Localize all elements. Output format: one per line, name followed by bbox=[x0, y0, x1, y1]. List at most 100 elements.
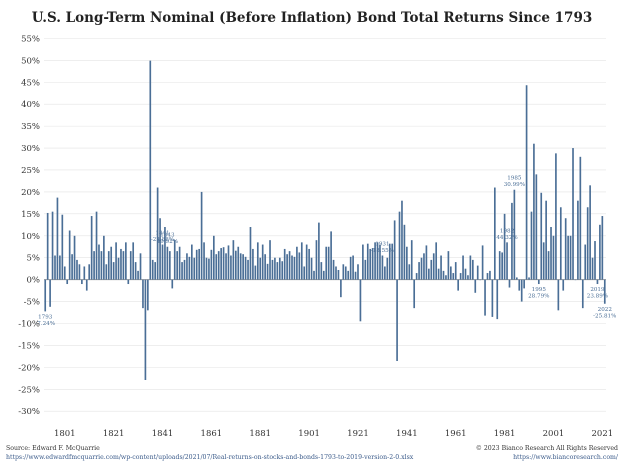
x-tick-label: 1901 bbox=[298, 429, 320, 439]
bar bbox=[386, 257, 389, 280]
bar bbox=[491, 279, 494, 317]
annotation-value: -7.24% bbox=[35, 321, 55, 327]
y-tick-label: -15% bbox=[18, 341, 40, 351]
bar bbox=[112, 262, 115, 280]
bar bbox=[591, 257, 594, 280]
annotation-value: 49.92% bbox=[157, 239, 178, 245]
bar bbox=[476, 265, 479, 280]
x-tick-label: 1961 bbox=[445, 429, 467, 439]
bars bbox=[44, 60, 606, 380]
bar bbox=[230, 255, 232, 280]
bar bbox=[489, 270, 491, 280]
bar bbox=[442, 270, 445, 280]
y-tick-label: 35% bbox=[21, 122, 40, 132]
y-tick-label: 25% bbox=[21, 166, 40, 176]
annotation-year: 1985 bbox=[507, 176, 522, 182]
bar bbox=[274, 257, 276, 280]
bar bbox=[322, 270, 325, 280]
bar bbox=[376, 242, 379, 280]
bar bbox=[525, 85, 528, 280]
bar bbox=[61, 214, 64, 280]
bar bbox=[401, 200, 403, 280]
bar bbox=[396, 279, 398, 362]
bar bbox=[132, 242, 135, 280]
bar bbox=[90, 216, 93, 280]
annotation-year: 2019 bbox=[590, 287, 605, 293]
bar bbox=[520, 279, 523, 302]
y-tick-label: 30% bbox=[21, 144, 40, 154]
bar bbox=[212, 235, 215, 280]
bar bbox=[278, 257, 281, 280]
x-tick-label: 1921 bbox=[347, 429, 369, 439]
y-tick-label: 10% bbox=[21, 232, 40, 242]
y-tick-label: 5% bbox=[27, 254, 41, 264]
bar bbox=[222, 247, 225, 280]
bar bbox=[359, 279, 362, 322]
annotation-year: 1995 bbox=[532, 287, 547, 293]
bar bbox=[432, 253, 435, 280]
annotation-year: 1841 bbox=[155, 231, 169, 237]
x-tick-label: 2021 bbox=[592, 429, 614, 439]
bar bbox=[173, 240, 176, 280]
bar bbox=[293, 256, 296, 280]
bar bbox=[308, 248, 310, 280]
bar bbox=[56, 197, 59, 280]
bar bbox=[217, 251, 220, 280]
bar bbox=[100, 251, 103, 280]
copyright-link[interactable]: https://www.biancoresearch.com/ bbox=[513, 454, 619, 461]
bar bbox=[474, 279, 477, 293]
bar bbox=[318, 222, 320, 280]
bar bbox=[564, 218, 567, 280]
bar bbox=[63, 266, 66, 280]
bar bbox=[239, 253, 242, 280]
bar bbox=[88, 264, 91, 280]
bar bbox=[349, 256, 352, 280]
bar bbox=[528, 277, 530, 280]
bar bbox=[129, 251, 132, 280]
bar bbox=[369, 248, 372, 280]
bar bbox=[139, 253, 142, 280]
bar bbox=[237, 246, 240, 280]
bar bbox=[391, 243, 394, 280]
bar bbox=[159, 218, 161, 280]
bar bbox=[542, 242, 545, 280]
annotation-value: -18.55% bbox=[371, 248, 394, 254]
bar bbox=[120, 248, 122, 280]
bar bbox=[469, 255, 472, 280]
bar bbox=[134, 262, 137, 280]
grid bbox=[44, 38, 606, 412]
bar bbox=[93, 251, 95, 280]
bar bbox=[161, 244, 164, 280]
x-tick-label: 1861 bbox=[201, 429, 223, 439]
bar bbox=[445, 275, 447, 280]
bar bbox=[176, 251, 179, 280]
bar bbox=[535, 174, 538, 280]
source-link[interactable]: https://www.edwardfmcquarrie.com/wp-cont… bbox=[6, 454, 414, 461]
bar bbox=[555, 153, 557, 280]
y-tick-label: -30% bbox=[18, 407, 40, 417]
annotation-value: -22.88% bbox=[151, 237, 174, 243]
bar bbox=[195, 249, 198, 280]
bar bbox=[313, 270, 315, 280]
bar bbox=[515, 277, 518, 280]
bar bbox=[183, 259, 186, 280]
bar bbox=[151, 259, 154, 280]
bar bbox=[533, 143, 535, 280]
bar bbox=[332, 259, 335, 280]
bar bbox=[537, 279, 540, 285]
bar bbox=[567, 235, 569, 280]
y-tick-label: 15% bbox=[21, 210, 40, 220]
annotation-year: 2022 bbox=[598, 307, 613, 313]
bar bbox=[425, 245, 428, 280]
y-tick-label: 55% bbox=[21, 34, 40, 44]
y-tick-label: 45% bbox=[21, 78, 40, 88]
x-tick-label: 2001 bbox=[543, 429, 565, 439]
bar bbox=[540, 192, 543, 280]
bar bbox=[156, 187, 159, 280]
bar bbox=[384, 266, 386, 280]
bar bbox=[127, 279, 130, 285]
bar bbox=[493, 187, 496, 280]
bar bbox=[305, 244, 308, 280]
bar bbox=[85, 279, 88, 291]
